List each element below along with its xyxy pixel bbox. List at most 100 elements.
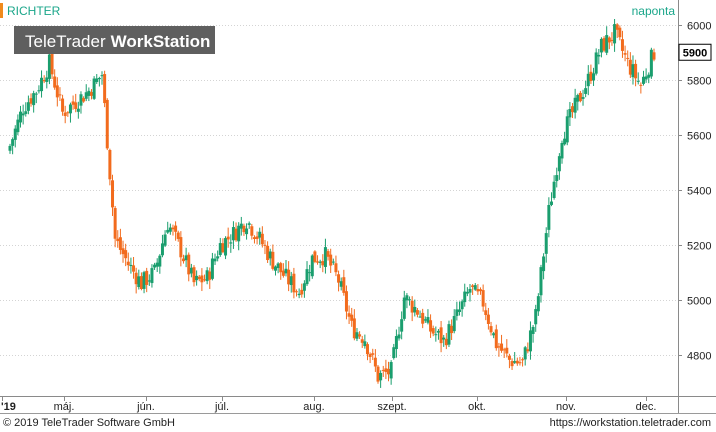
candle-body — [276, 263, 280, 269]
candle-body — [410, 300, 414, 313]
candle-body — [365, 344, 369, 355]
candle-body — [179, 237, 183, 258]
candle-body — [242, 225, 246, 233]
candle-body — [132, 265, 136, 272]
candle — [479, 287, 483, 295]
candle-body — [226, 236, 230, 240]
candle-body — [266, 245, 270, 261]
candle — [37, 85, 41, 94]
candle — [203, 274, 207, 282]
candle-body — [302, 283, 306, 291]
candle-body — [213, 258, 217, 262]
candle-body — [292, 273, 296, 293]
candle — [547, 197, 551, 238]
candle — [95, 74, 99, 84]
candle — [192, 265, 196, 287]
candle-body — [421, 312, 425, 324]
candle — [68, 102, 72, 123]
candle-body — [626, 57, 630, 59]
candle-body — [620, 39, 624, 51]
candle — [381, 365, 385, 377]
candle — [342, 269, 346, 296]
candle-body — [63, 112, 67, 117]
candle-body — [465, 291, 469, 294]
candle-body — [210, 258, 214, 279]
candle — [168, 223, 172, 235]
candle — [368, 352, 372, 364]
candle-body — [124, 250, 128, 259]
candle — [34, 91, 38, 104]
candle — [71, 95, 75, 110]
candle — [628, 52, 632, 79]
candle — [373, 349, 377, 372]
candle — [292, 267, 296, 299]
candle-body — [58, 94, 62, 96]
candle — [452, 309, 456, 334]
candle — [137, 269, 141, 290]
candle — [586, 65, 590, 96]
candle — [337, 270, 341, 292]
candle-body — [613, 24, 617, 44]
candle-body — [400, 319, 404, 332]
candle — [273, 265, 277, 276]
candle-body — [352, 318, 356, 339]
candle — [402, 290, 406, 321]
candle-body — [166, 229, 170, 233]
candle — [531, 325, 535, 343]
candle-body — [492, 333, 496, 336]
candle-body — [473, 285, 477, 290]
candle-body — [116, 238, 120, 242]
candle-body — [71, 101, 75, 105]
x-tick-label: dec. — [636, 401, 657, 413]
candle — [599, 37, 603, 58]
candle-body — [607, 37, 611, 43]
candle-body — [24, 111, 28, 114]
candle — [376, 364, 380, 384]
candle-body — [255, 236, 259, 240]
y-axis: 4800 5000 5200 5400 5600 5800 6000 — [678, 21, 711, 363]
candle-body — [347, 313, 351, 317]
candle — [344, 285, 348, 320]
candle — [339, 277, 343, 291]
candle — [181, 254, 185, 264]
candle-body — [507, 355, 511, 360]
candle-body — [95, 78, 99, 82]
copyright-text: © 2019 TeleTrader Software GmbH — [3, 417, 175, 429]
candle — [539, 264, 543, 303]
candle-body — [171, 227, 175, 230]
candle-body — [634, 63, 638, 79]
candle-body — [176, 232, 180, 239]
candle — [276, 262, 280, 274]
candle — [174, 221, 178, 241]
x-tick-label: nov. — [556, 401, 576, 413]
candle — [542, 253, 546, 280]
x-tick-label: júl. — [214, 401, 229, 413]
candle-body — [26, 102, 30, 111]
candle-body — [147, 280, 151, 282]
candle — [620, 30, 624, 58]
candle-body — [34, 93, 38, 95]
candle — [200, 268, 204, 292]
candle — [97, 76, 101, 87]
candle — [505, 339, 509, 358]
candle — [26, 95, 30, 115]
last-price-label: 5900 — [683, 47, 707, 59]
candle-body — [521, 359, 525, 361]
candle-body — [337, 274, 341, 283]
candle — [284, 260, 288, 277]
candle-body — [289, 276, 293, 286]
candle-body — [471, 285, 475, 288]
candle — [145, 267, 149, 293]
candle-body — [208, 271, 212, 280]
candle — [392, 343, 396, 360]
candle — [528, 321, 532, 360]
candle — [626, 50, 630, 67]
candle — [418, 310, 422, 318]
candle — [518, 356, 522, 366]
candle-body — [323, 247, 327, 267]
candle — [400, 311, 404, 340]
interval-label: naponta — [632, 4, 676, 18]
candle-body — [431, 328, 435, 334]
y-tick-label: 5400 — [687, 186, 711, 198]
